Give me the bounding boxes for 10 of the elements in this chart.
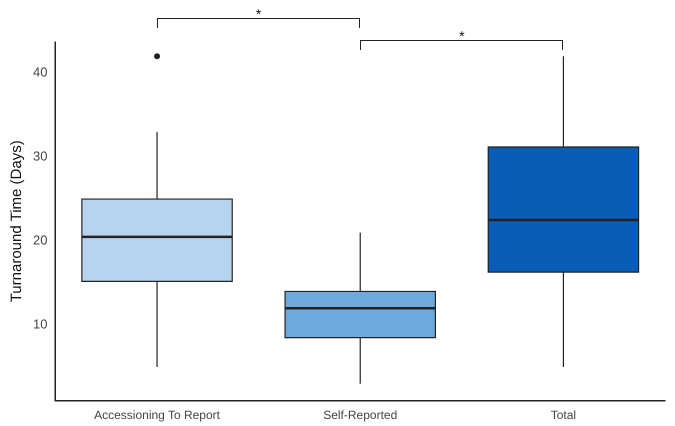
y-tick-label: 30 <box>32 148 48 164</box>
x-tick-label: Self-Reported <box>323 408 398 422</box>
y-tick-label: 20 <box>32 232 48 248</box>
annotation: * <box>459 28 465 44</box>
y-tick-label: 10 <box>32 316 48 332</box>
text: * <box>256 6 262 22</box>
y-tick-label: 40 <box>32 64 48 80</box>
x-tick-label: Accessioning To Report <box>94 408 221 422</box>
x-tick-label: Total <box>550 408 576 422</box>
y-axis-title: Turnaround Time (Days) <box>8 140 26 302</box>
